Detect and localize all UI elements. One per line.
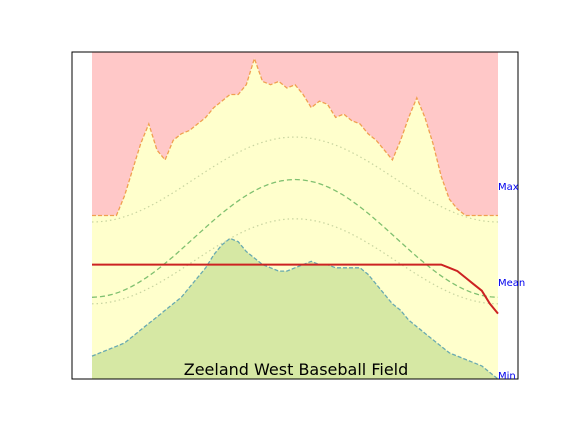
min-band-label: Min [498,371,516,382]
axes-frame [71,51,519,380]
min-series-line [91,237,499,380]
max-series-line [92,56,498,217]
above-max-area [92,52,498,216]
chart-title: Zeeland West Baseball Field [184,360,409,379]
center-guide-curve [91,178,499,298]
mean-band-label: Mean [498,278,525,289]
below-min-area [92,238,498,379]
plot-area [91,52,499,380]
normal-range-area [92,58,498,379]
max-band-label: Max [498,182,519,193]
mean-series-line [92,263,499,315]
